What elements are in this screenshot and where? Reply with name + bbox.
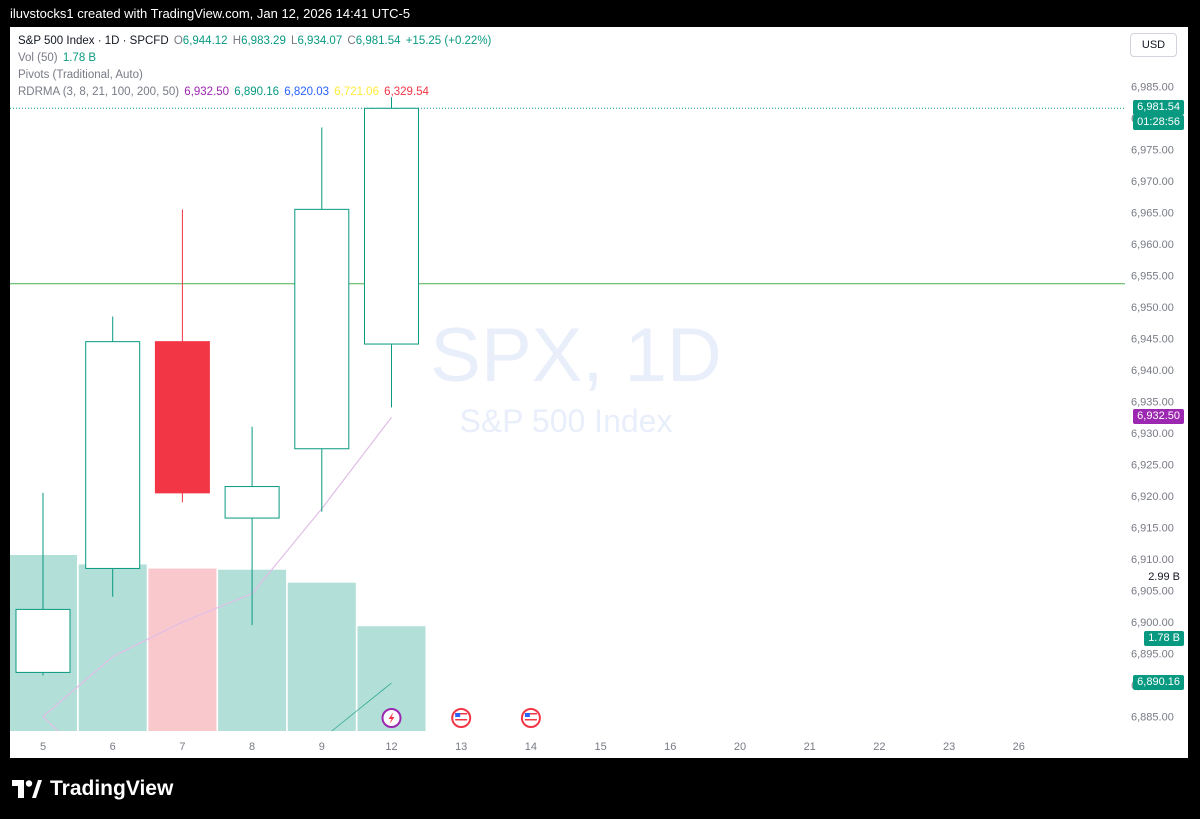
us-flag-icon <box>524 713 530 717</box>
chart-frame[interactable]: SPX, 1D S&P 500 Index 6,985.006,980.006,… <box>10 27 1188 758</box>
time-tick-label: 16 <box>664 741 676 753</box>
price-tick-label: 6,965.00 <box>1131 208 1174 220</box>
price-tick-label: 6,885.00 <box>1131 712 1174 724</box>
rdrma-value: 6,890.16 <box>234 86 280 98</box>
legend-symbol: S&P 500 Index · 1D · SPCFD <box>18 35 169 47</box>
price-tick-label: 6,930.00 <box>1131 428 1174 440</box>
rdrma-value: 6,721.06 <box>334 86 379 98</box>
time-tick-label: 8 <box>249 741 255 753</box>
price-axis[interactable]: 6,985.006,980.006,975.006,970.006,965.00… <box>1131 82 1174 724</box>
price-tick-label: 6,910.00 <box>1131 554 1174 566</box>
us-flag-icon <box>524 716 537 718</box>
watermark-symbol: SPX, 1D <box>430 313 721 398</box>
price-tick-label: 6,915.00 <box>1131 523 1174 535</box>
price-tick-label: 6,955.00 <box>1131 271 1174 283</box>
legend-high-label: H <box>232 35 242 47</box>
volume-bar <box>148 568 217 731</box>
us-flag-icon <box>455 722 468 724</box>
price-tick-label: 6,935.00 <box>1131 397 1174 409</box>
price-tick-label: 6,905.00 <box>1131 586 1174 598</box>
time-tick-label: 6 <box>110 741 116 753</box>
time-tick-label: 15 <box>594 741 606 753</box>
rdrma-value: 6,932.50 <box>184 86 230 98</box>
price-tick-label: 6,925.00 <box>1131 460 1174 472</box>
legend-high: 6,983.29 <box>241 35 286 47</box>
legend-vol-value: 1.78 B <box>62 52 97 64</box>
us-flag-icon <box>455 713 461 717</box>
price-tick-label: 6,900.00 <box>1131 617 1174 629</box>
candle-body <box>224 486 280 519</box>
candle-body <box>364 107 419 345</box>
volume-bars <box>10 555 426 731</box>
us-flag-icon <box>455 716 468 718</box>
price-tick-label: 6,895.00 <box>1131 649 1174 661</box>
ma-teal-tag: 6,890.16 <box>1133 675 1184 690</box>
us-flag-icon <box>524 713 537 715</box>
legend-change: +15.25 (+0.22%) <box>405 35 492 47</box>
time-tick-label: 23 <box>943 741 955 753</box>
last-price-tag: 6,981.54 <box>1133 100 1184 115</box>
us-flag-icon <box>520 708 541 728</box>
currency-button[interactable]: USD <box>1130 33 1177 57</box>
us-flag-icon <box>451 708 472 728</box>
volume-bar <box>287 582 356 731</box>
price-tick-label: 6,970.00 <box>1131 176 1174 188</box>
volume-ma-line <box>331 682 392 732</box>
time-tick-label: 22 <box>873 741 885 753</box>
legend-rdrma-row[interactable]: RDRMA (3, 8, 21, 100, 200, 50) 6,932.50 … <box>18 86 431 98</box>
price-tick-label: 6,920.00 <box>1131 491 1174 503</box>
time-tick-label: 20 <box>734 741 746 753</box>
brand-name: TradingView <box>50 777 174 800</box>
tradingview-logo[interactable]: TradingView <box>12 777 173 801</box>
legend-volume-row[interactable]: Vol (50) 1.78 B <box>18 52 98 64</box>
legend-pivots-label: Pivots (Traditional, Auto) <box>18 69 143 81</box>
price-tick-label: 6,975.00 <box>1131 145 1174 157</box>
us-flag-icon <box>455 713 468 715</box>
countdown-tag: 01:28:56 <box>1133 115 1184 130</box>
candle-body <box>294 208 350 450</box>
tradingview-logo-icon <box>12 780 42 798</box>
time-tick-label: 7 <box>179 741 185 753</box>
legend-open-label: O <box>173 35 183 47</box>
time-tick-label: 12 <box>385 741 397 753</box>
us-flag-icon <box>455 719 468 721</box>
legend-open: 6,944.12 <box>182 35 228 47</box>
candle-body <box>154 341 210 494</box>
price-tick-label: 6,940.00 <box>1131 365 1174 377</box>
rdrma-value: 6,329.54 <box>384 86 429 98</box>
chart-caption: iluvstocks1 created with TradingView.com… <box>10 6 411 21</box>
time-tick-label: 21 <box>804 741 816 753</box>
rdrma-value: 6,820.03 <box>284 86 329 98</box>
legend-pivots-row[interactable]: Pivots (Traditional, Auto) <box>18 69 145 81</box>
chart-canvas[interactable]: SPX, 1D S&P 500 Index 6,985.006,980.006,… <box>10 27 1188 758</box>
time-tick-label: 5 <box>40 741 46 753</box>
lightning-icon <box>388 712 395 724</box>
time-tick-label: 9 <box>319 741 325 753</box>
time-tick-label: 26 <box>1013 741 1025 753</box>
legend-vol-label: Vol (50) <box>18 52 58 64</box>
price-tick-label: 6,985.00 <box>1131 82 1174 94</box>
candle-body <box>15 608 71 673</box>
watermark-name: S&P 500 Index <box>460 403 673 439</box>
legend-rdrma-label: RDRMA (3, 8, 21, 100, 200, 50) <box>18 86 180 98</box>
time-tick-label: 13 <box>455 741 467 753</box>
ma-purple-tag: 6,932.50 <box>1133 409 1184 424</box>
volume-high-tag: 2.99 B <box>1144 570 1184 585</box>
price-tick-label: 6,945.00 <box>1131 334 1174 346</box>
candle-body <box>85 341 141 569</box>
price-tick-label: 6,950.00 <box>1131 302 1174 314</box>
time-tick-label: 14 <box>525 741 537 753</box>
legend-close-label: C <box>347 35 356 47</box>
us-flag-icon <box>524 722 537 724</box>
legend-low-label: L <box>291 35 298 47</box>
us-flag-icon <box>524 719 537 721</box>
event-markers <box>381 708 541 728</box>
time-axis[interactable]: 5 6 7 8 9 12 13 14 15 16 20 21 22 23 26 <box>40 741 1025 753</box>
candles <box>15 97 419 676</box>
legend-low: 6,934.07 <box>297 35 343 47</box>
volume-last-tag: 1.78 B <box>1144 631 1184 646</box>
legend-close: 6,981.54 <box>355 35 401 47</box>
legend-main-row[interactable]: S&P 500 Index · 1D · SPCFD O6,944.12 H6,… <box>18 35 493 47</box>
price-tick-label: 6,960.00 <box>1131 239 1174 251</box>
